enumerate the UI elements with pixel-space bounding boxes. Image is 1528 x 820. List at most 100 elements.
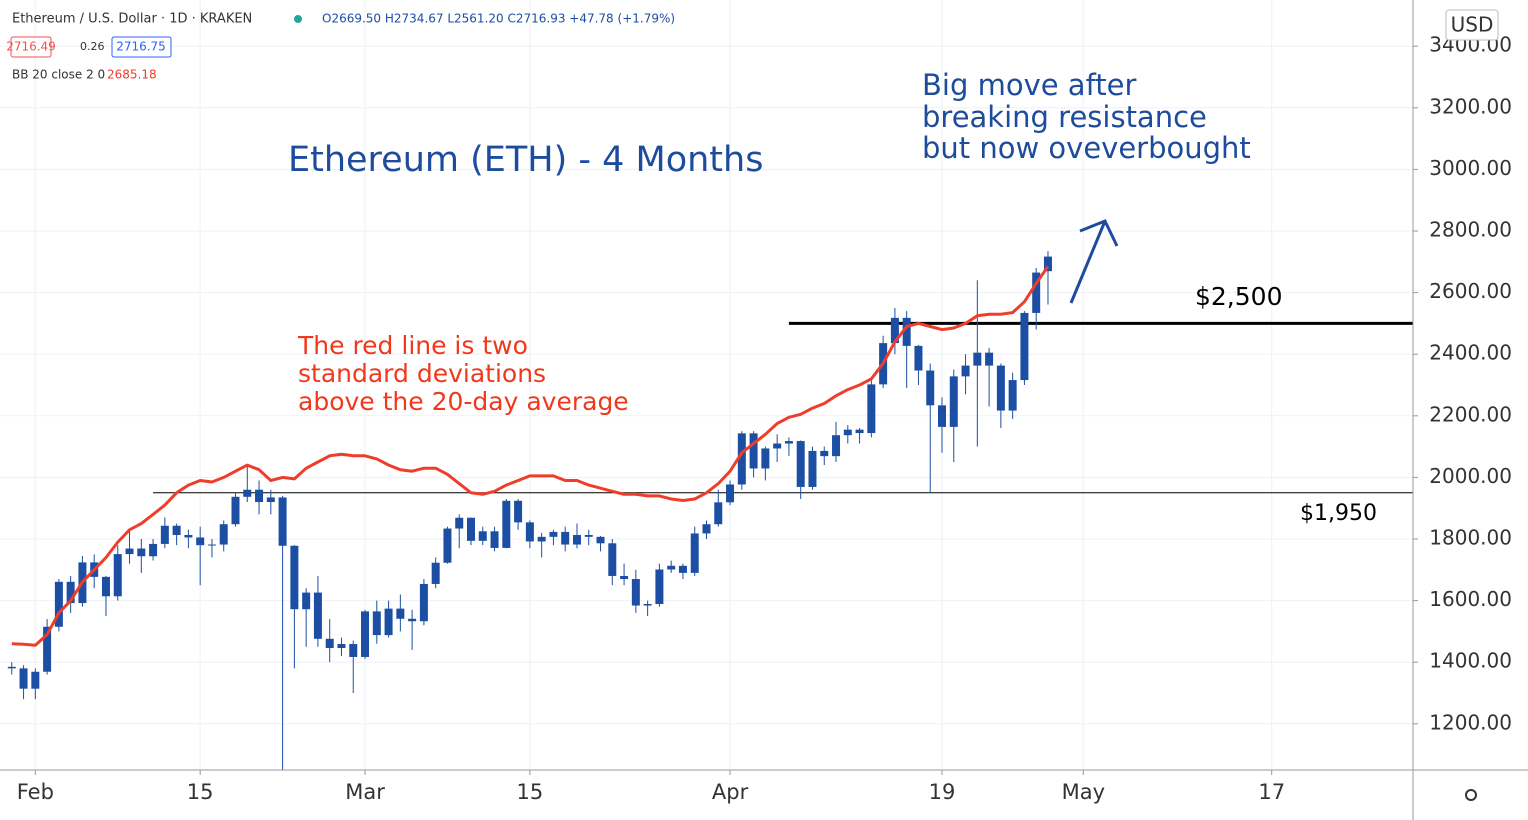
candle-body	[443, 528, 452, 563]
candle-body	[702, 524, 711, 534]
candle-body	[631, 579, 640, 606]
candle-body	[938, 405, 946, 427]
level-label: $1,950	[1300, 501, 1377, 526]
candle-body	[149, 543, 158, 557]
candle-body	[184, 534, 193, 538]
y-tick-label: 1400.00	[1429, 649, 1512, 673]
candle-body	[890, 317, 899, 344]
candle-body	[655, 569, 664, 604]
candle-body	[514, 500, 523, 523]
candle-body	[219, 524, 228, 545]
candle-body	[761, 448, 770, 469]
grid	[0, 0, 1413, 770]
candle-body	[396, 608, 405, 619]
candle-body	[43, 626, 52, 672]
candle-body	[737, 433, 746, 485]
candle-body	[949, 376, 958, 427]
candle-body	[431, 562, 440, 584]
spread: 0.26	[80, 40, 105, 53]
indicator: BB 20 close 2 0	[12, 68, 105, 82]
x-tick-label: Apr	[712, 780, 749, 804]
y-tick-label: 1200.00	[1429, 710, 1512, 734]
candle-body	[996, 365, 1005, 411]
x-tick-label: 15	[187, 780, 214, 804]
settings-icon[interactable]	[1465, 789, 1477, 801]
candle-body	[596, 536, 605, 544]
candle-body	[408, 618, 417, 622]
candle-body	[278, 497, 287, 546]
symbol: Ethereum / U.S. Dollar · 1D · KRAKEN	[12, 12, 252, 27]
currency: USD	[1451, 13, 1494, 37]
candle-body	[973, 352, 982, 366]
candle-body	[31, 671, 40, 689]
candle-body	[561, 531, 570, 545]
candle-body	[1008, 380, 1017, 411]
candle-body	[525, 522, 534, 542]
candle-body	[266, 497, 275, 503]
candle-body	[1020, 312, 1029, 381]
candle-body	[372, 611, 381, 636]
note-line: Big move after	[922, 68, 1136, 102]
candle-body	[985, 352, 994, 366]
y-tick-label: 2800.00	[1429, 218, 1512, 242]
candle-body	[207, 544, 216, 546]
candle-body	[584, 534, 593, 537]
x-tick-label: May	[1062, 780, 1105, 804]
axes: 1200.00 1400.00 1600.00 1800.00 2000.00 2200.…	[17, 33, 1512, 804]
y-tick-label: 2400.00	[1429, 341, 1512, 365]
bid: 2716.49	[6, 40, 56, 54]
candle-body	[784, 441, 793, 444]
candle-body	[7, 666, 16, 669]
candle-body	[667, 565, 676, 570]
candle-body	[419, 583, 428, 622]
candle-body	[855, 429, 864, 434]
candle-body	[549, 531, 558, 537]
candle-body	[773, 443, 782, 449]
candle-body	[490, 531, 499, 548]
candle-body	[620, 575, 629, 580]
note-line: above the 20-day average	[298, 387, 629, 416]
candle-body	[690, 533, 699, 573]
y-tick-label: 3000.00	[1429, 156, 1512, 180]
candle-body	[137, 548, 146, 557]
arrow	[1069, 219, 1119, 304]
candle-body	[196, 537, 205, 546]
candle-body	[926, 370, 935, 406]
candle-body	[160, 525, 169, 544]
candle-body	[19, 668, 28, 689]
candle-body	[384, 608, 393, 636]
ask-box	[111, 36, 172, 58]
candle-body	[66, 581, 75, 604]
candle-body	[796, 441, 805, 487]
y-tick-label: 1800.00	[1429, 526, 1512, 550]
candle-body	[325, 638, 334, 649]
candle-body	[243, 489, 252, 497]
x-tick-label: 17	[1258, 780, 1285, 804]
x-tick-label: Feb	[17, 780, 54, 804]
y-tick-label: 1600.00	[1429, 587, 1512, 611]
ask: 2716.75	[116, 40, 166, 54]
candle-body	[478, 531, 487, 541]
candle-body	[337, 644, 346, 649]
candle-body	[101, 576, 110, 597]
candle-body	[113, 554, 122, 597]
y-tick-label: 2200.00	[1429, 402, 1512, 426]
bid-box	[10, 36, 52, 58]
candle-body	[902, 317, 911, 346]
candle-body	[361, 611, 370, 657]
candle-body	[502, 500, 511, 548]
chart-title: Ethereum (ETH) - 4 Months	[288, 140, 763, 180]
arrow-shaft	[1069, 220, 1107, 304]
candle-body	[172, 525, 181, 535]
candle-body	[714, 502, 723, 525]
candle-body	[54, 581, 63, 627]
candle-body	[467, 517, 475, 541]
candle-body	[608, 543, 617, 576]
x-tick-label: 15	[517, 780, 544, 804]
candle-body	[455, 517, 464, 529]
candle-body	[349, 644, 358, 657]
candle-body	[231, 496, 240, 525]
candle-body	[537, 536, 546, 542]
